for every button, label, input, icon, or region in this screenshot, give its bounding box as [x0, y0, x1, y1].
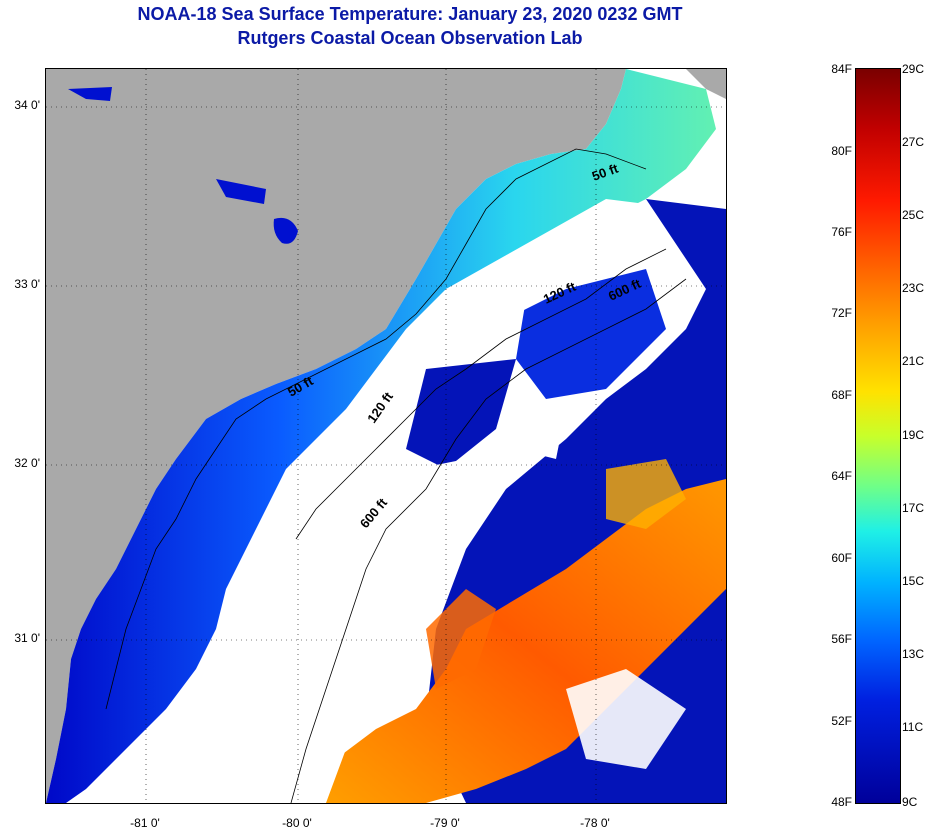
colorbar-c-label: 17C — [902, 501, 925, 515]
colorbar-f-label: 52F — [831, 714, 852, 728]
land-mass-ne — [686, 69, 726, 99]
colorbar-c-label: 11C — [902, 720, 924, 734]
colorbar-c-label: 15C — [902, 574, 925, 588]
sst-map: 50 ft 50 ft 120 ft 600 ft 120 ft 600 ft — [45, 68, 727, 804]
colorbar-f-label: 60F — [831, 551, 852, 565]
lon-label: -81 0' — [130, 816, 160, 830]
colorbar-f-label: 72F — [831, 306, 852, 320]
lake — [68, 87, 112, 101]
gulf-stream-warm-water — [316, 479, 726, 803]
colorbar-f-label: 48F — [831, 795, 852, 809]
temperature-colorbar — [855, 68, 901, 804]
cloud-cover — [396, 199, 646, 369]
lake — [273, 217, 298, 244]
colorbar-c-label: 27C — [902, 135, 925, 149]
gulf-stream-warm-water — [426, 589, 496, 689]
warm-eddy — [606, 459, 686, 529]
coastal-sst-band — [46, 69, 716, 803]
colorbar-c-label: 29C — [902, 62, 925, 76]
contour-600ft — [290, 278, 687, 803]
lat-label: 33 0' — [14, 277, 40, 291]
colorbar-f-label: 80F — [831, 144, 852, 158]
lat-label: 32 0' — [14, 456, 40, 470]
map-title: NOAA-18 Sea Surface Temperature: January… — [137, 4, 683, 24]
map-subtitle: Rutgers Coastal Ocean Observation Lab — [237, 28, 583, 48]
land-mass — [46, 69, 626, 803]
colorbar-c-label: 19C — [902, 428, 925, 442]
colorbar-c-label: 9C — [902, 795, 918, 809]
colorbar-c-label: 25C — [902, 208, 925, 222]
lon-label: -80 0' — [282, 816, 312, 830]
contour-label: 120 ft — [364, 389, 396, 426]
colorbar-c-label: 23C — [902, 281, 925, 295]
colorbar-f-label: 76F — [831, 225, 852, 239]
cloud-cover — [266, 459, 466, 803]
cloud-cover — [516, 399, 566, 459]
sst-map-graphic: 50 ft 50 ft 120 ft 600 ft 120 ft 600 ft — [46, 69, 726, 803]
colorbar-f-label: 64F — [831, 469, 852, 483]
offshore-cool-water — [516, 269, 666, 399]
offshore-cool-water — [406, 359, 516, 469]
colorbar-f-label: 84F — [831, 62, 852, 76]
colorbar-f-label: 56F — [831, 632, 852, 646]
colorbar-c-label: 21C — [902, 354, 925, 368]
contour-120ft — [295, 248, 667, 540]
lat-label: 31 0' — [14, 631, 40, 645]
lon-label: -78 0' — [580, 816, 610, 830]
colorbar-f-label: 68F — [831, 388, 852, 402]
colorbar-c-label: 13C — [902, 647, 925, 661]
lake — [216, 179, 266, 204]
graticule — [46, 69, 726, 803]
lat-label: 34 0' — [14, 98, 40, 112]
bathymetry-contours — [105, 148, 687, 803]
contour-50ft — [105, 148, 647, 710]
lon-label: -79 0' — [430, 816, 460, 830]
